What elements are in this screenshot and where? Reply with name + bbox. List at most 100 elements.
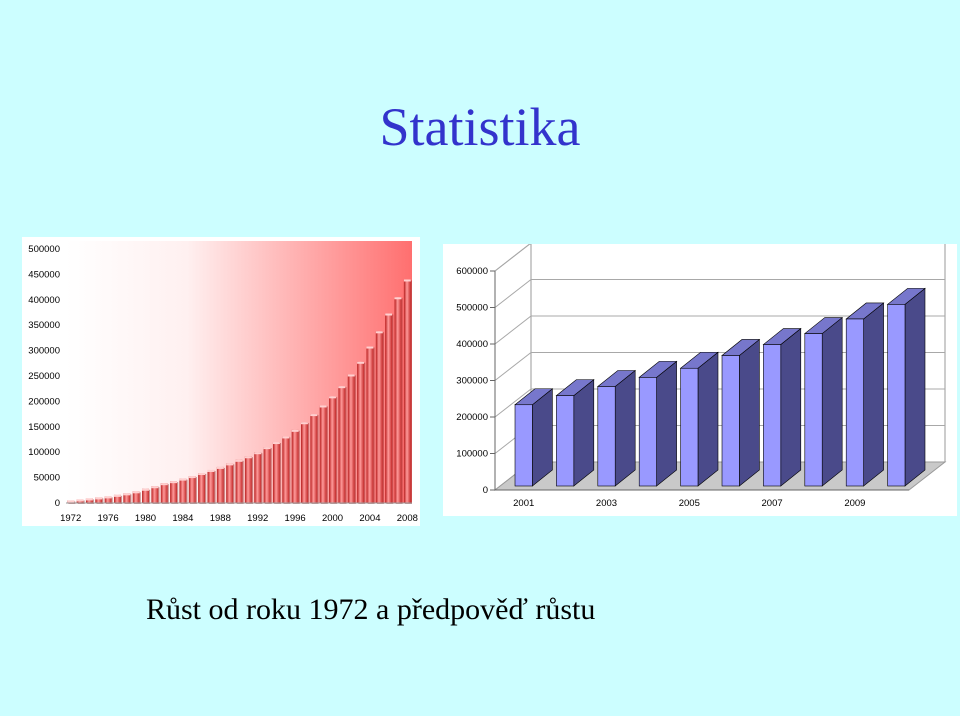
chart1-bar-cap bbox=[198, 473, 206, 476]
chart1-bar bbox=[272, 442, 280, 503]
chart1-ytick-label: 250000 bbox=[28, 371, 60, 382]
chart2-gridline bbox=[494, 244, 531, 272]
chart1-bar bbox=[160, 483, 168, 503]
chart1-bar bbox=[170, 481, 178, 503]
chart1-bar-cap bbox=[291, 429, 299, 432]
chart2-ytick-label: 400000 bbox=[456, 339, 488, 350]
chart1-bar-cap bbox=[151, 486, 159, 489]
chart2-gridline bbox=[494, 315, 945, 345]
chart1-xtick-label: 1992 bbox=[247, 513, 268, 524]
chart1-bar bbox=[226, 463, 234, 503]
chart2-bar-side bbox=[614, 369, 636, 487]
forecast-chart: 0 100000 200000 300000 400000 500000 600000 20… bbox=[443, 244, 957, 516]
chart2-ytick-label: 200000 bbox=[456, 412, 488, 423]
chart1-xtick-label: 1980 bbox=[135, 513, 156, 524]
chart1-bar-cap bbox=[170, 481, 178, 484]
chart1-bar bbox=[375, 331, 383, 503]
chart2-bar-side bbox=[863, 302, 884, 487]
chart2-bar bbox=[845, 302, 885, 487]
chart1-bar bbox=[347, 374, 355, 503]
chart2-bar-side bbox=[573, 379, 595, 487]
chart1-bar-cap bbox=[338, 386, 346, 389]
chart1-xtick-label: 1984 bbox=[172, 513, 193, 524]
chart1-bar-cap bbox=[113, 494, 121, 497]
chart1-bar bbox=[95, 497, 103, 503]
chart1-ytick-label: 350000 bbox=[28, 320, 60, 331]
chart1-bar bbox=[385, 313, 393, 503]
chart1-ytick-label: 100000 bbox=[28, 447, 60, 458]
chart1-bar-cap bbox=[272, 442, 280, 445]
chart1-bar bbox=[113, 494, 121, 503]
chart2-ytick-label: 500000 bbox=[456, 303, 488, 314]
chart1-bar-cap bbox=[319, 405, 327, 408]
chart1-ytick-label: 50000 bbox=[34, 473, 60, 484]
chart1-xtick-label: 1988 bbox=[210, 513, 231, 524]
chart2-ytick-label: 300000 bbox=[456, 376, 488, 387]
chart1-bar-cap bbox=[95, 497, 103, 500]
chart1-bar-cap bbox=[160, 483, 168, 486]
chart1-bar-cap bbox=[375, 331, 383, 334]
chart2-bar-front bbox=[638, 377, 657, 487]
chart2-bar bbox=[803, 316, 844, 487]
chart1-ytick-label: 500000 bbox=[28, 244, 60, 255]
chart1-bar bbox=[188, 476, 196, 503]
chart2-xtick-label: 2007 bbox=[762, 498, 783, 509]
chart2-bar bbox=[514, 388, 554, 487]
chart1-bar-cap bbox=[403, 279, 411, 282]
chart1-bar-cap bbox=[394, 297, 402, 300]
chart1-bar-cap bbox=[132, 491, 140, 494]
slide-title: Statistika bbox=[379, 97, 581, 157]
chart1-bar-cap bbox=[300, 422, 308, 425]
chart1-bar bbox=[357, 361, 365, 503]
chart2-xtick-label: 2009 bbox=[844, 498, 865, 509]
chart2-bar bbox=[555, 379, 595, 487]
chart1-xtick-label: 2000 bbox=[322, 513, 343, 524]
chart2-bar-side bbox=[656, 360, 677, 487]
chart1-bar bbox=[329, 396, 336, 503]
chart1-bar bbox=[319, 405, 327, 503]
chart1-bar-cap bbox=[123, 493, 131, 496]
chart1-bar-cap bbox=[207, 469, 215, 472]
chart1-bar bbox=[403, 279, 411, 503]
chart1-bar-cap bbox=[235, 459, 243, 462]
chart1-bar bbox=[366, 346, 374, 503]
chart1-bar bbox=[244, 456, 252, 503]
chart1-ytick-label: 200000 bbox=[28, 396, 60, 407]
chart1-bar-cap bbox=[254, 452, 262, 455]
chart1-bar-cap bbox=[244, 456, 252, 459]
chart1-bar-cap bbox=[357, 361, 365, 364]
chart2-ytick-label: 600000 bbox=[456, 266, 488, 277]
chart1-ytick-label: 400000 bbox=[28, 295, 60, 306]
chart1-bar-cap bbox=[347, 374, 355, 377]
chart2-bar-side bbox=[821, 316, 843, 487]
chart1-xtick-label: 1976 bbox=[98, 513, 119, 524]
chart1-bar bbox=[132, 491, 140, 503]
chart1-bar bbox=[300, 422, 308, 503]
chart1-bar-cap bbox=[366, 346, 374, 349]
chart1-bar bbox=[85, 498, 93, 503]
chart2-ytick-label: 100000 bbox=[456, 449, 488, 460]
chart2-bar bbox=[886, 287, 926, 487]
chart1-bar-cap bbox=[104, 496, 112, 499]
chart1-bar-cap bbox=[142, 488, 149, 491]
chart2-bar-front bbox=[845, 318, 864, 487]
chart2-xtick-label: 2005 bbox=[679, 498, 700, 509]
chart2-bar bbox=[762, 327, 802, 487]
growth-chart: 0 50000 100000 150000 200000 250000 300000 3500… bbox=[22, 237, 420, 526]
chart1-bar bbox=[151, 486, 159, 503]
chart1-ytick-label: 300000 bbox=[28, 346, 60, 357]
chart2-xtick-label: 2003 bbox=[596, 498, 617, 509]
chart1-bar-cap bbox=[216, 466, 224, 469]
chart2-bar bbox=[638, 360, 678, 487]
chart2-gridline bbox=[494, 279, 945, 308]
chart2-bar-front bbox=[763, 344, 782, 487]
chart2-bar bbox=[679, 351, 719, 487]
chart2-xtick-label: 2001 bbox=[513, 498, 534, 509]
chart1-bar-cap bbox=[179, 478, 187, 481]
chart1-bar-cap bbox=[263, 447, 271, 450]
chart2-bar-front bbox=[721, 355, 740, 487]
chart1-bar bbox=[179, 478, 187, 503]
chart1-bar-cap bbox=[67, 500, 75, 503]
chart1-bar bbox=[310, 414, 318, 503]
chart1-bar-cap bbox=[329, 396, 336, 399]
